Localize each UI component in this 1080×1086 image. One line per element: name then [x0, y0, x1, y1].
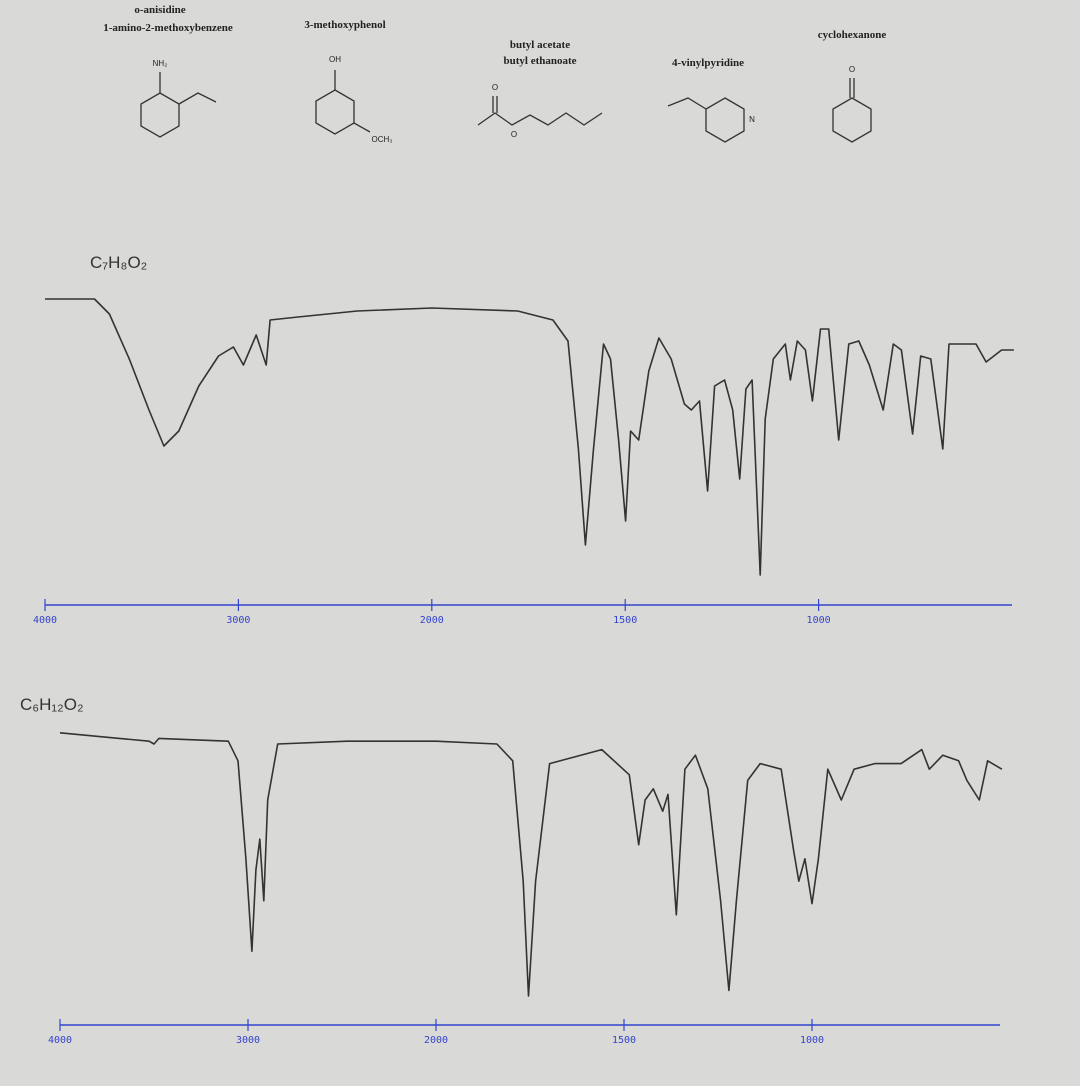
atom-label: OH — [329, 55, 341, 64]
bond — [353, 122, 371, 133]
compound-name: butyl ethanoate — [503, 55, 576, 67]
spectrum-line — [59, 732, 1003, 997]
bond — [178, 92, 217, 105]
chain — [477, 112, 603, 126]
atom-label: O — [511, 130, 517, 139]
compound-name: butyl acetate — [510, 39, 570, 51]
chart-title: C₇H₈O₂ — [90, 253, 147, 272]
compound-name: 3-methoxyphenol — [304, 19, 385, 31]
x-tick-label: 3000 — [236, 1035, 260, 1046]
x-tick-label: 1500 — [612, 1035, 636, 1046]
x-tick-label: 1000 — [800, 1035, 824, 1046]
chart-title: C₆H₁₂O₂ — [20, 695, 84, 714]
x-tick-label: 4000 — [48, 1035, 72, 1046]
x-tick-label: 2000 — [420, 615, 444, 626]
x-tick-label: 1500 — [613, 615, 637, 626]
x-tick-label: 4000 — [33, 615, 57, 626]
compound-name: cyclohexanone — [818, 29, 887, 41]
x-tick-label: 1000 — [807, 615, 831, 626]
atom-label: OCH₃ — [371, 135, 392, 144]
ring — [315, 89, 355, 135]
structures: o-anisidine 1-amino-2-methoxybenzene NH₂… — [103, 4, 886, 144]
atom-label: O — [492, 83, 498, 92]
ring — [832, 97, 872, 143]
compound-name: o-anisidine — [134, 4, 185, 16]
atom-label: NH₂ — [153, 59, 168, 68]
atom-label: N — [749, 115, 755, 124]
bond — [667, 97, 707, 110]
atom-label: O — [849, 65, 855, 74]
x-tick-label: 3000 — [226, 615, 250, 626]
spectrum-line — [45, 298, 1014, 576]
compound-name: 1-amino-2-methoxybenzene — [103, 22, 233, 34]
x-tick-label: 2000 — [424, 1035, 448, 1046]
compound-name: 4-vinylpyridine — [672, 57, 744, 69]
spectra: C₇H₈O₂ 4000 3000 2000 1500 1000 C₆H₁₂O₂ 4000 300… — [20, 253, 1014, 1046]
